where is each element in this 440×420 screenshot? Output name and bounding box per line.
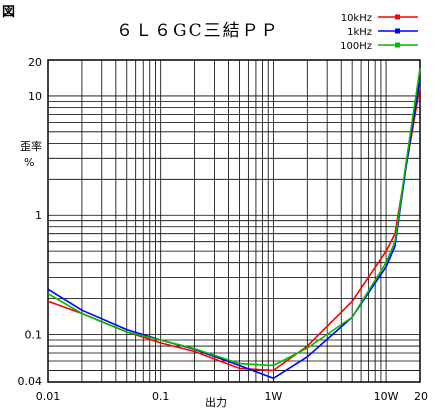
legend-label-10khz: 10kHz (341, 13, 372, 24)
x-tick-labels: 0.01 0.1 1W 10W 20 (36, 390, 428, 403)
series-line-10khz (47, 86, 421, 372)
x-axis-label: 出力 (205, 395, 227, 409)
figure-label: 図 (2, 5, 15, 20)
series-layer (47, 68, 421, 380)
y-tick-label: 0.1 (25, 329, 43, 342)
x-tick-label: 0.1 (152, 390, 170, 403)
x-tick-label: 0.01 (36, 390, 61, 403)
legend: 10kHz 1kHz 100Hz (340, 13, 418, 52)
grid (48, 60, 420, 382)
plot-frame (47, 59, 421, 383)
chart-title: ６Ｌ６GC三結ＰＰ (116, 21, 280, 41)
x-tick-label: 20 (414, 390, 428, 403)
series-line-1khz (47, 78, 421, 380)
y-axis-label: 歪率 (20, 139, 42, 153)
legend-marker-10khz (395, 14, 400, 20)
y-tick-label: 20 (28, 56, 42, 69)
y-tick-label: 1 (35, 209, 42, 222)
x-tick-label: 10W (374, 390, 399, 403)
x-tick-label: 1W (264, 390, 282, 403)
series-line-100hz (47, 68, 421, 367)
y-tick-labels: 20 10 1 0.1 0.04 (18, 56, 43, 388)
y-tick-label: 0.04 (18, 375, 43, 388)
legend-marker-100hz (395, 42, 400, 48)
legend-marker-1khz (395, 28, 400, 34)
legend-label-100hz: 100Hz (340, 41, 372, 52)
y-tick-label: 10 (28, 90, 42, 103)
legend-label-1khz: 1kHz (347, 27, 372, 38)
y-axis-unit: % (24, 156, 34, 169)
